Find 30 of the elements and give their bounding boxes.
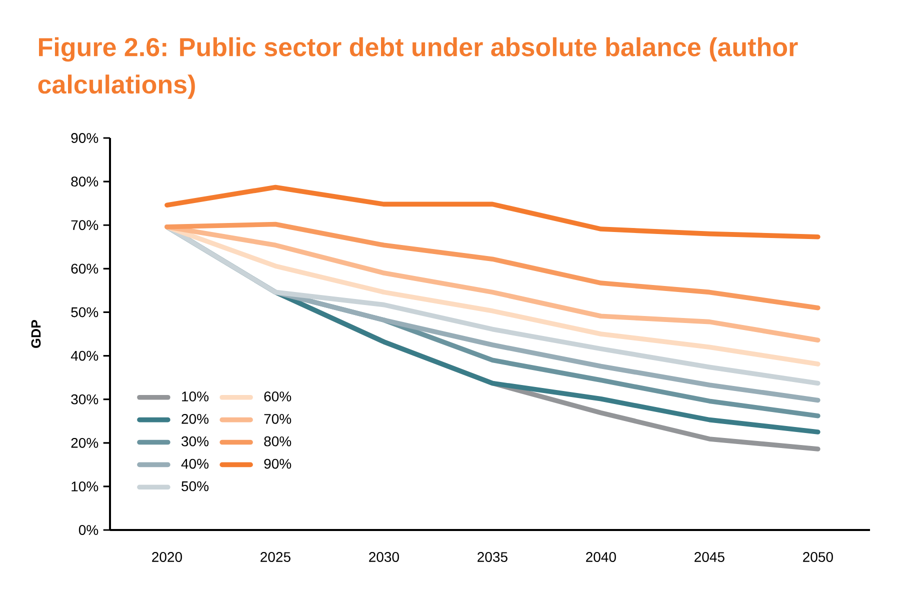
legend-label: 10% [182, 392, 208, 402]
x-tick-label: 2020 [152, 552, 182, 562]
x-tick-label: 2045 [694, 552, 724, 562]
y-tick-label: 30% [71, 394, 98, 404]
y-tick-label: 90% [71, 133, 98, 143]
legend-label: 40% [181, 458, 208, 469]
legend-label: 30% [182, 436, 208, 446]
line-series [164, 222, 820, 310]
y-tick-label: 50% [71, 307, 98, 318]
legend-label: 70% [264, 414, 292, 424]
chart-title: Figure 2.6: Public sector debt under absolute balance (author calculations) [38, 37, 798, 99]
x-tick-label: 2040 [586, 552, 616, 562]
line-series [164, 184, 820, 240]
legend-label: 90% [264, 458, 292, 469]
x-tick-label: 2035 [478, 552, 508, 562]
legend-label: 60% [264, 392, 292, 402]
y-tick-label: 0% [78, 525, 98, 535]
y-tick-label: 70% [71, 220, 98, 230]
x-tick-label: 2030 [369, 552, 399, 562]
y-tick-label: 60% [71, 264, 98, 274]
x-tick-label: 2025 [260, 552, 290, 562]
legend-label: 20% [182, 414, 208, 424]
legend-label: 80% [264, 436, 292, 446]
y-tick-label: 20% [71, 438, 98, 448]
y-tick-label: 80% [71, 176, 98, 187]
y-axis-title: GDP [31, 320, 41, 348]
y-tick-label: 10% [72, 482, 98, 492]
y-tick-label: 40% [70, 350, 98, 361]
x-tick-label: 2050 [803, 552, 833, 562]
legend-label: 50% [182, 481, 208, 492]
